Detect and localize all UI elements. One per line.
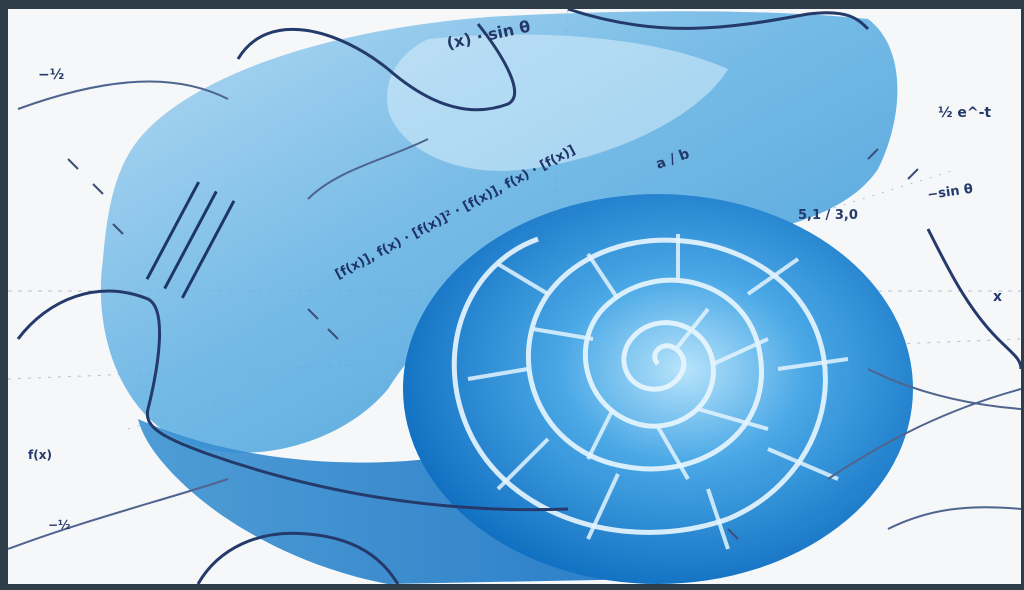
wash-highlight	[387, 34, 728, 171]
function-curves	[16, 9, 1021, 584]
label-ratio-right: 5,1 / 3,0	[798, 208, 858, 223]
matrix-block	[145, 181, 236, 299]
label-axis-mark: x	[993, 289, 1002, 305]
shell-septa	[467, 234, 849, 550]
blue-wash	[100, 11, 898, 453]
function-curves-light	[8, 80, 1021, 550]
label-right-edge: −sin θ	[926, 182, 974, 203]
label-fraction-left: −½	[38, 67, 64, 83]
tick-marks	[67, 148, 919, 540]
label-fraction-top: ½ e^-t	[938, 105, 991, 121]
label-left-small: f(x)	[28, 448, 52, 462]
label-bottom-small: −½	[48, 518, 70, 532]
math-nautilus-illustration: (x) · sin θ ½ e^-t 5,1 / 3,0 −sin θ −½ […	[8, 9, 1021, 584]
